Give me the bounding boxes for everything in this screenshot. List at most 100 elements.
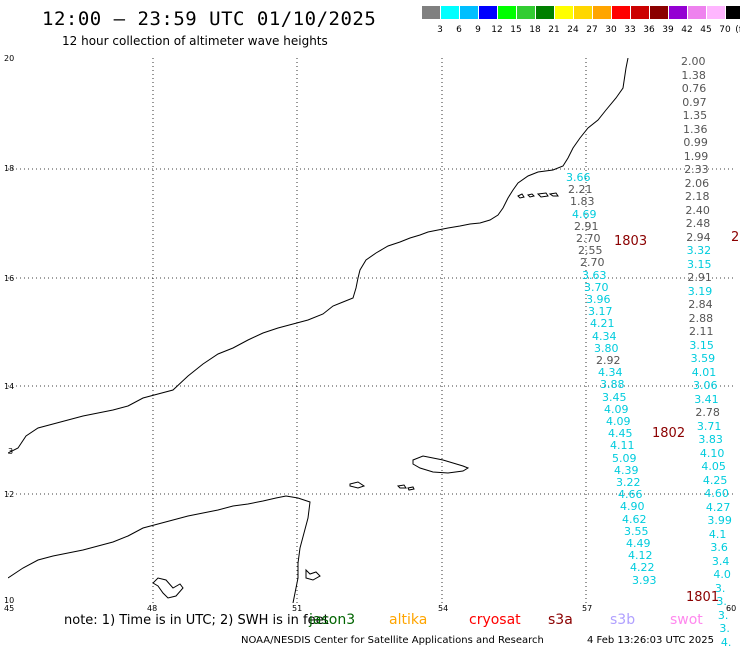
legend-swatch [688, 6, 706, 19]
wave-height-value: 4.22 [630, 561, 655, 575]
legend-swatch [669, 6, 687, 19]
legend-label: 6 [456, 25, 462, 35]
wave-height-value: 3.17 [588, 305, 613, 319]
legend-swatch [460, 6, 478, 19]
wave-height-value: 2.55 [578, 244, 603, 258]
island-small-1 [349, 481, 366, 489]
lon-label: 57 [582, 604, 593, 613]
revolution-label-1803: 1803 [614, 234, 648, 249]
satellite-s3b: s3b [610, 612, 636, 628]
legend-swatch [422, 6, 440, 19]
coastline-arabian-peninsula [8, 58, 629, 454]
legend-label: 18 [529, 25, 541, 35]
islands-north-1 [517, 193, 525, 199]
coastline-socotra [412, 455, 470, 474]
lon-label: 51 [292, 604, 303, 613]
wave-height-value: 3.45 [602, 390, 627, 404]
islands-north-3 [536, 192, 549, 198]
page-title: 12:00 – 23:59 UTC 01/10/2025 [42, 8, 377, 30]
island-small-3 [407, 486, 415, 491]
legend-label: 39 [662, 25, 674, 35]
wave-height-value: 1.83 [570, 195, 595, 209]
wave-height-value: 2.00 [681, 55, 706, 68]
wave-height-value: 2.91 [687, 271, 712, 284]
coastline-horn-of-africa [8, 495, 311, 603]
legend-label: 9 [475, 25, 481, 35]
legend-swatch [536, 6, 554, 19]
wave-height-value: 3.06 [693, 379, 718, 392]
wave-height-value: 1.35 [682, 109, 708, 122]
wave-height-value: 3. [716, 595, 727, 608]
legend-label: 33 [624, 25, 636, 35]
legend-swatch [441, 6, 459, 19]
wave-height-value: 4.10 [699, 446, 725, 460]
lon-label: 60 [726, 604, 737, 613]
wave-height-value: 2.70 [580, 256, 605, 270]
wave-height-value: 2.21 [568, 183, 593, 197]
revolution-label-1801: 1801 [686, 590, 720, 605]
legend-swatch [555, 6, 573, 19]
lat-label: 10 [4, 596, 15, 605]
wave-height-value: 0.99 [683, 136, 708, 149]
wave-height-value: 3.83 [698, 433, 723, 446]
satellite-altika: altika [389, 612, 428, 628]
wave-height-value: 3.15 [687, 257, 712, 271]
wave-height-value: 4.01 [691, 365, 717, 379]
legend-swatch [593, 6, 611, 19]
wave-height-value: 3.66 [566, 171, 591, 184]
wave-height-value: 3.63 [582, 268, 607, 282]
lat-label: 14 [4, 382, 15, 391]
satellite-swot: swot [670, 612, 703, 628]
legend-label: 24 [567, 25, 579, 35]
legend-swatch [707, 6, 725, 19]
wave-height-value: 0.76 [681, 82, 707, 95]
wave-height-value: 2.48 [685, 217, 711, 230]
lat-label: 16 [4, 274, 15, 283]
wave-height-value: 3.22 [616, 476, 641, 489]
wave-height-value: 3.55 [624, 524, 649, 538]
wave-height-value: 3. [717, 608, 729, 622]
wave-height-value: 4.39 [614, 463, 639, 477]
lat-label: 20 [4, 54, 15, 63]
legend-swatch [650, 6, 668, 19]
wave-height-value: 4.09 [604, 402, 629, 416]
legend-swatch [498, 6, 516, 19]
legend-label: 30 [605, 25, 617, 35]
lon-label: 54 [438, 604, 449, 613]
wave-height-value: 2.78 [695, 406, 720, 419]
lon-label: 45 [4, 604, 15, 613]
wave-height-value: 2.84 [688, 298, 713, 311]
wave-height-value: 3.59 [690, 352, 716, 365]
wave-height-value: 4.25 [702, 473, 728, 487]
lat-lon-grid [8, 58, 736, 603]
wave-height-value: 1.36 [683, 122, 708, 136]
island-small-2 [396, 484, 407, 489]
wave-height-value: 3.19 [687, 284, 713, 298]
wave-height-value: 4.90 [620, 500, 645, 514]
wave-height-value: 2.40 [685, 203, 710, 217]
wave-height-value: 3.96 [586, 293, 611, 306]
lat-label: 12 [4, 490, 15, 499]
wave-height-value: 4.1 [708, 527, 727, 541]
wave-height-value: 3. [719, 622, 730, 635]
legend-label: 27 [586, 25, 598, 35]
wave-height-value: 4.49 [626, 537, 651, 550]
wave-height-value: 3.99 [707, 514, 732, 527]
legend-swatch [612, 6, 630, 19]
satellite-cryosat: cryosat [469, 612, 521, 628]
footer-agency: NOAA/NESDIS Center for Satellite Applica… [241, 635, 544, 646]
wave-height-value: 2.70 [576, 232, 601, 245]
wave-height-value: 4.0 [713, 568, 731, 581]
wave-height-value: 3.71 [696, 419, 722, 433]
legend-label: 12 [491, 25, 503, 35]
legend-swatch [479, 6, 497, 19]
legend-swatch [726, 6, 740, 19]
page-subtitle: 12 hour collection of altimeter wave hei… [62, 34, 328, 48]
legend-swatch [517, 6, 535, 19]
wave-height-value: 2.33 [684, 163, 709, 176]
wave-height-value: 1.99 [683, 149, 709, 163]
legend-label: 70 [719, 25, 731, 35]
note-text: note: 1) Time is in UTC; 2) SWH is in fe… [64, 613, 329, 628]
revolution-label-1802: 1802 [652, 426, 686, 441]
wave-height-map [8, 58, 736, 603]
